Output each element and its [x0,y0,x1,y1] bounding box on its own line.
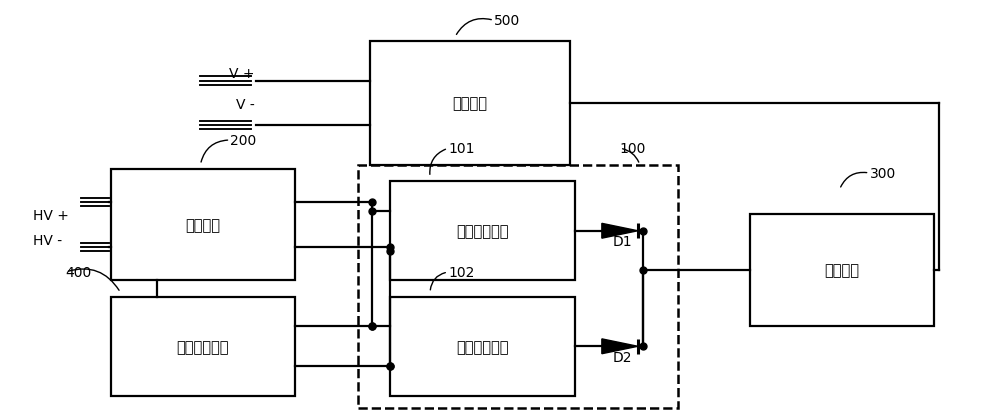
Polygon shape [602,224,638,239]
Text: 300: 300 [869,166,896,180]
Text: 第一高压电源: 第一高压电源 [456,224,509,239]
Text: D1: D1 [613,235,633,249]
Text: 支撑电容: 支撑电容 [185,218,220,233]
Text: V +: V + [229,67,254,81]
Text: D2: D2 [613,350,633,364]
Text: 400: 400 [66,266,92,279]
Bar [111,297,295,396]
Text: 100: 100 [620,142,646,156]
Bar [390,297,575,396]
Text: 500: 500 [494,14,520,28]
Bar [750,215,934,326]
Polygon shape [602,339,638,354]
Text: 低压电源: 低压电源 [453,96,488,111]
Text: 电压检测单元: 电压检测单元 [177,339,229,354]
Bar [358,165,678,408]
Text: 第二高压电源: 第二高压电源 [456,339,509,354]
Bar [390,182,575,280]
Text: 102: 102 [448,266,474,279]
Bar [370,42,570,165]
Text: 放电单元: 放电单元 [825,263,860,278]
Text: V -: V - [236,97,254,112]
Text: HV -: HV - [33,233,62,247]
Text: 200: 200 [230,134,257,147]
Bar [111,169,295,280]
Text: 101: 101 [448,142,475,156]
Text: HV +: HV + [33,209,69,223]
